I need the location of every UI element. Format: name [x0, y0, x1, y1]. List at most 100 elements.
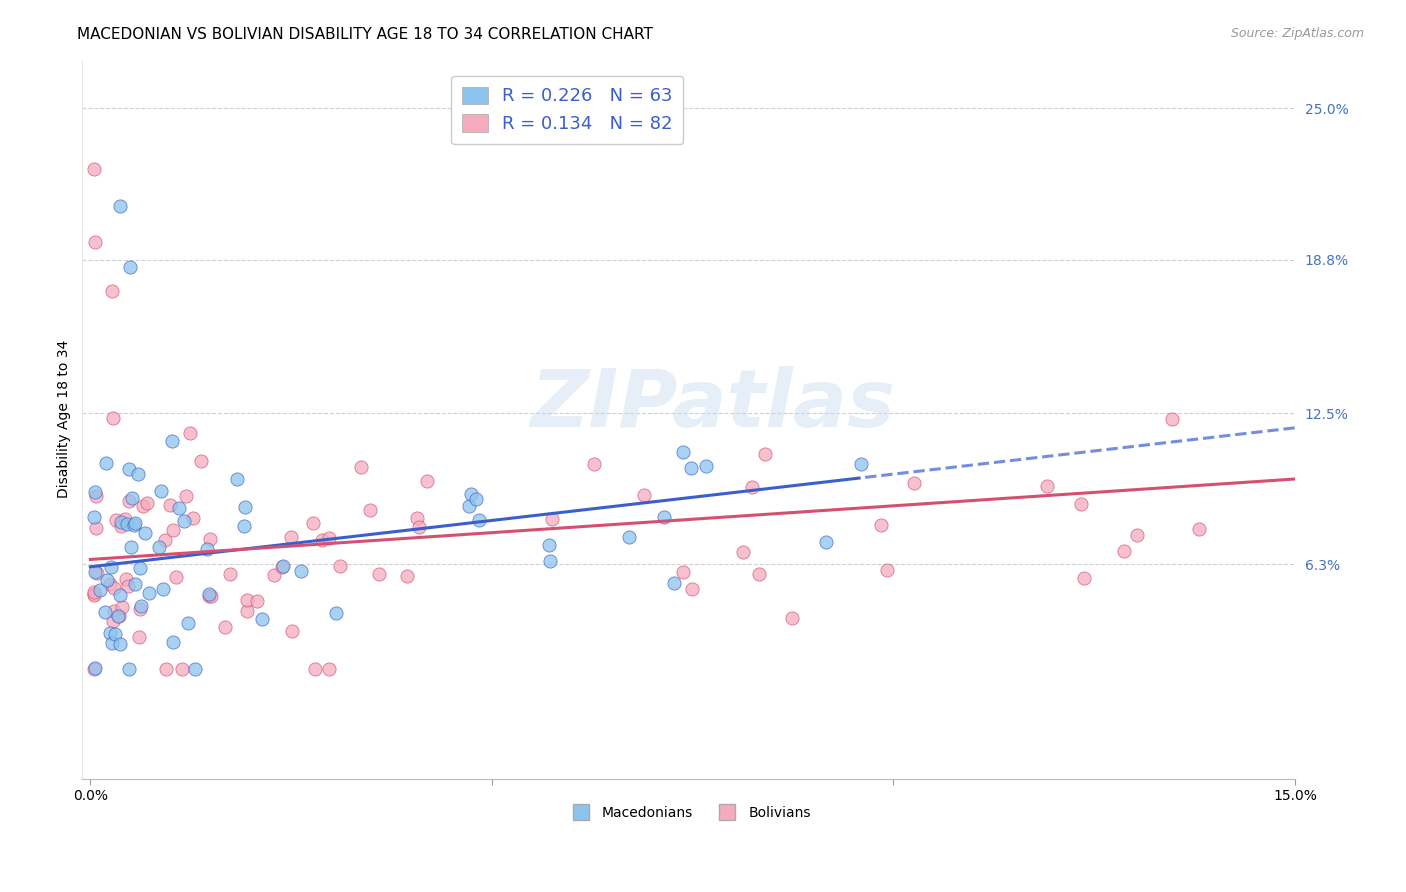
Point [83, 661, 105, 675]
Point [118, 662, 141, 676]
Point [132, 499, 155, 513]
Point [754, 446, 776, 460]
Point [304, 662, 326, 676]
Point [127, 467, 149, 481]
Point [200, 589, 222, 603]
Point [1036, 479, 1059, 493]
Point [681, 582, 703, 596]
Y-axis label: Disability Age 18 to 34: Disability Age 18 to 34 [58, 340, 72, 499]
Point [368, 566, 391, 581]
Point [110, 199, 132, 213]
Point [169, 500, 191, 515]
Point [464, 492, 486, 507]
Point [165, 570, 187, 584]
Text: ZIPatlas: ZIPatlas [530, 366, 896, 444]
Point [235, 604, 257, 618]
Point [318, 662, 340, 676]
Text: Source: ZipAtlas.com: Source: ZipAtlas.com [1230, 27, 1364, 40]
Point [101, 410, 124, 425]
Point [184, 662, 207, 676]
Point [100, 626, 122, 640]
Point [117, 517, 139, 532]
Point [128, 630, 150, 644]
Point [83, 510, 105, 524]
Point [84, 489, 107, 503]
Point [458, 500, 481, 514]
Point [101, 636, 124, 650]
Point [94, 605, 117, 619]
Point [111, 599, 134, 614]
Point [114, 512, 136, 526]
Point [83, 587, 105, 601]
Point [94, 456, 117, 470]
Point [652, 509, 675, 524]
Point [245, 594, 267, 608]
Point [235, 593, 257, 607]
Point [1126, 527, 1149, 541]
Point [214, 620, 236, 634]
Point [103, 581, 125, 595]
Point [263, 568, 285, 582]
Point [174, 489, 197, 503]
Point [122, 517, 145, 532]
Point [159, 498, 181, 512]
Point [115, 572, 138, 586]
Point [84, 235, 107, 250]
Point [110, 518, 132, 533]
Point [633, 488, 655, 502]
Point [1112, 543, 1135, 558]
Point [83, 662, 105, 676]
Point [190, 454, 212, 468]
Point [131, 599, 153, 613]
Point [101, 615, 124, 629]
Point [1160, 412, 1182, 426]
Point [318, 531, 340, 545]
Point [117, 494, 139, 508]
Point [679, 461, 702, 475]
Point [219, 566, 242, 581]
Point [226, 472, 249, 486]
Point [200, 532, 222, 546]
Point [153, 533, 176, 548]
Point [540, 512, 562, 526]
Point [179, 426, 201, 441]
Point [100, 560, 122, 574]
Point [84, 566, 107, 580]
Point [780, 610, 803, 624]
Point [118, 462, 141, 476]
Point [695, 458, 717, 473]
Point [233, 519, 256, 533]
Point [162, 635, 184, 649]
Point [152, 582, 174, 597]
Point [876, 563, 898, 577]
Point [537, 538, 560, 552]
Point [198, 590, 221, 604]
Point [138, 586, 160, 600]
Point [103, 604, 125, 618]
Point [814, 534, 837, 549]
Legend: Macedonians, Bolivians: Macedonians, Bolivians [561, 801, 817, 826]
Point [617, 530, 640, 544]
Point [84, 521, 107, 535]
Point [176, 615, 198, 630]
Point [851, 458, 873, 472]
Point [280, 624, 302, 639]
Point [118, 260, 141, 274]
Point [672, 565, 695, 579]
Point [96, 574, 118, 588]
Point [662, 575, 685, 590]
Point [741, 480, 763, 494]
Point [350, 459, 373, 474]
Point [108, 588, 131, 602]
Point [162, 523, 184, 537]
Point [134, 525, 156, 540]
Point [325, 606, 347, 620]
Point [869, 517, 891, 532]
Point [582, 457, 605, 471]
Point [195, 542, 218, 557]
Point [160, 434, 183, 448]
Point [86, 566, 108, 581]
Point [396, 568, 419, 582]
Point [84, 484, 107, 499]
Point [103, 627, 125, 641]
